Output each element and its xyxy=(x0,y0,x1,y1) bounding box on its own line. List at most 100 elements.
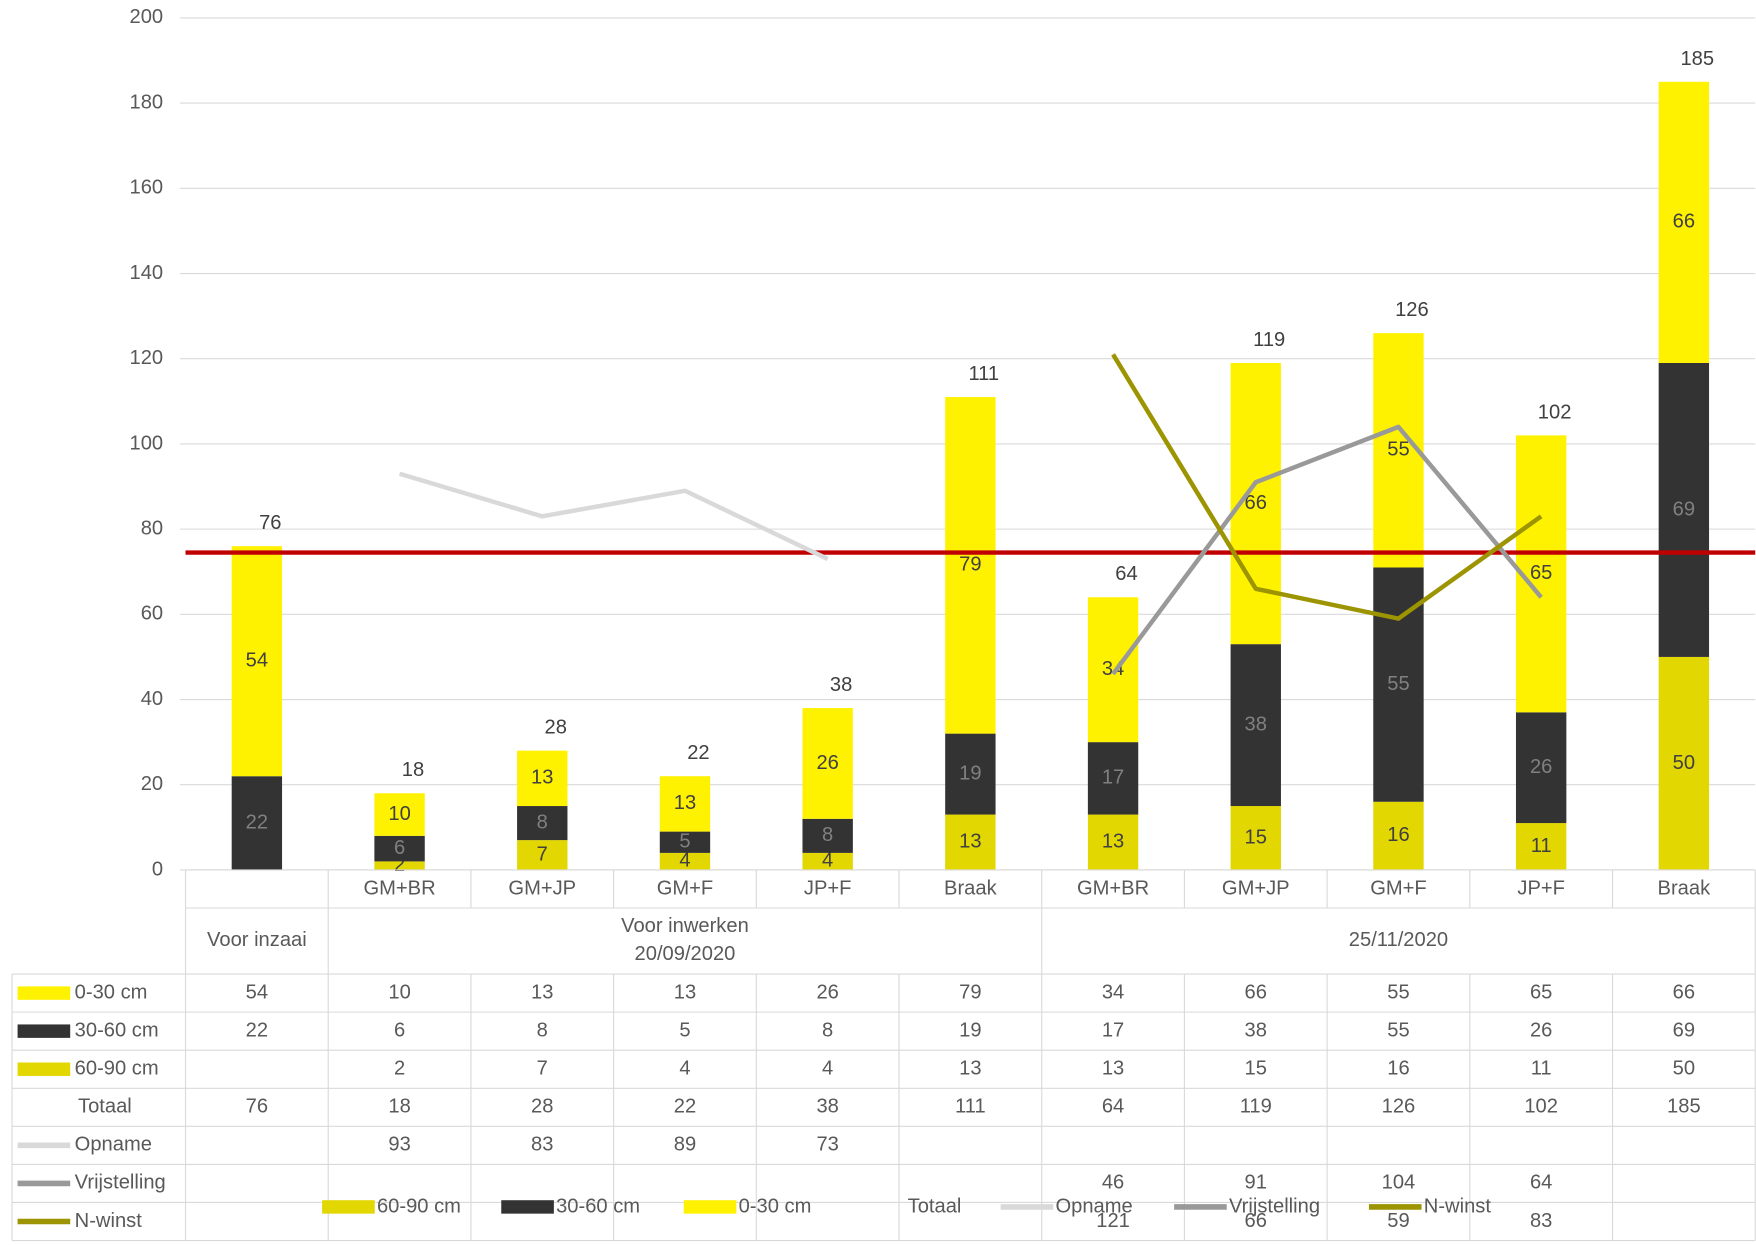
bar-segment xyxy=(802,818,853,853)
y-tick-label: 200 xyxy=(130,6,164,28)
x-tick-label: JP+F xyxy=(1517,877,1565,899)
table-cell: 83 xyxy=(531,1134,553,1156)
data-label: 10 xyxy=(388,803,410,825)
table-cell: 64 xyxy=(1102,1096,1124,1118)
table-cell: 93 xyxy=(388,1134,410,1156)
table-cell: 6 xyxy=(394,1019,405,1041)
table-cell: 4 xyxy=(822,1058,833,1080)
bar-segment xyxy=(1658,362,1710,657)
data-label: 50 xyxy=(1673,752,1695,774)
x-tick-label: GM+JP xyxy=(508,877,576,899)
bar-segment xyxy=(1087,814,1139,870)
table-cell: 91 xyxy=(1245,1172,1267,1194)
table-cell: 55 xyxy=(1387,1019,1409,1041)
total-label: 126 xyxy=(1395,299,1429,321)
table-cell: 89 xyxy=(674,1134,696,1156)
data-label: 55 xyxy=(1387,439,1409,461)
data-label: 26 xyxy=(1530,756,1552,778)
table-cell: 102 xyxy=(1524,1096,1558,1118)
bar-segment xyxy=(517,806,568,841)
y-tick-label: 60 xyxy=(141,603,163,625)
y-tick-label: 100 xyxy=(130,432,164,454)
legend-label: Opname xyxy=(1055,1195,1132,1217)
data-label: 13 xyxy=(531,767,553,789)
data-label: 26 xyxy=(816,752,838,774)
total-label: 119 xyxy=(1253,329,1285,351)
data-label: 13 xyxy=(959,831,981,853)
data-label: 22 xyxy=(246,811,268,833)
legend-label: Vrijstelling xyxy=(1229,1195,1320,1217)
y-tick-label: 120 xyxy=(130,347,164,369)
data-label: 69 xyxy=(1673,498,1695,520)
bar-segment xyxy=(517,750,568,807)
total-label: 38 xyxy=(830,674,852,696)
bar-segment xyxy=(1515,823,1567,870)
data-label: 54 xyxy=(246,650,268,672)
row-label: N-winst xyxy=(75,1210,143,1232)
data-label: 66 xyxy=(1245,492,1267,514)
table-cell: 13 xyxy=(674,981,696,1003)
table-cell: 111 xyxy=(955,1096,986,1118)
bar-segment xyxy=(945,814,996,870)
line-series xyxy=(1111,353,1543,621)
bar-segment xyxy=(1230,644,1281,807)
bar-segment xyxy=(1515,712,1567,824)
legend-key xyxy=(683,1200,737,1214)
table-cell: 16 xyxy=(1387,1058,1409,1080)
y-tick-label: 160 xyxy=(130,177,164,199)
x-tick-label: Braak xyxy=(1658,877,1712,899)
data-label: 66 xyxy=(1673,211,1695,233)
data-label: 13 xyxy=(1102,831,1124,853)
y-tick-label: 0 xyxy=(152,858,163,880)
total-label: 64 xyxy=(1115,563,1137,585)
data-label: 4 xyxy=(679,850,690,872)
bar-segment xyxy=(231,546,283,777)
x-tick-label: GM+F xyxy=(1370,877,1427,899)
y-tick-label: 180 xyxy=(130,91,164,113)
x-tick-label: Braak xyxy=(944,877,998,899)
table-cell: 104 xyxy=(1382,1172,1416,1194)
bar-segment xyxy=(517,840,568,870)
table-cell: 50 xyxy=(1673,1058,1695,1080)
table-cell: 17 xyxy=(1102,1019,1124,1041)
table-cell: 64 xyxy=(1530,1172,1552,1194)
row-label: Totaal xyxy=(78,1096,132,1118)
row-label: 0-30 cm xyxy=(75,981,148,1003)
total-label: 111 xyxy=(968,363,999,385)
data-label: 8 xyxy=(537,811,548,833)
table-cell: 4 xyxy=(679,1058,690,1080)
bar-segment xyxy=(1087,597,1139,743)
legend-key xyxy=(17,986,71,1000)
table-cell: 8 xyxy=(822,1019,833,1041)
line-series xyxy=(398,471,829,561)
y-tick-label: 40 xyxy=(141,688,163,710)
table-cell: 8 xyxy=(537,1019,548,1041)
data-label: 5 xyxy=(679,831,690,853)
table-cell: 13 xyxy=(531,981,553,1003)
data-label: 11 xyxy=(1531,835,1552,857)
table-cell: 73 xyxy=(816,1134,838,1156)
table-cell: 18 xyxy=(388,1096,410,1118)
legend-key xyxy=(501,1200,554,1214)
table-cell: 13 xyxy=(1102,1058,1124,1080)
bar-segment xyxy=(945,397,996,734)
bar-segment xyxy=(659,831,711,853)
row-label: Opname xyxy=(75,1134,152,1156)
legend-label: N-winst xyxy=(1424,1195,1492,1217)
total-label: 102 xyxy=(1538,401,1572,423)
data-label: 16 xyxy=(1387,824,1409,846)
bar-segment xyxy=(802,708,853,819)
bar-segment xyxy=(231,776,283,870)
legend-label: 30-60 cm xyxy=(556,1195,640,1217)
bar-segment xyxy=(1658,81,1710,363)
legend-label: 60-90 cm xyxy=(377,1195,461,1217)
table-cell: 66 xyxy=(1245,1210,1267,1232)
table-cell: 69 xyxy=(1673,1019,1695,1041)
table-cell: 46 xyxy=(1102,1172,1124,1194)
table-cell: 5 xyxy=(679,1019,690,1041)
bar-segment xyxy=(802,852,853,870)
table-cell: 119 xyxy=(1240,1096,1272,1118)
table-cell: 66 xyxy=(1673,981,1695,1003)
x-tick-label: JP+F xyxy=(804,877,852,899)
